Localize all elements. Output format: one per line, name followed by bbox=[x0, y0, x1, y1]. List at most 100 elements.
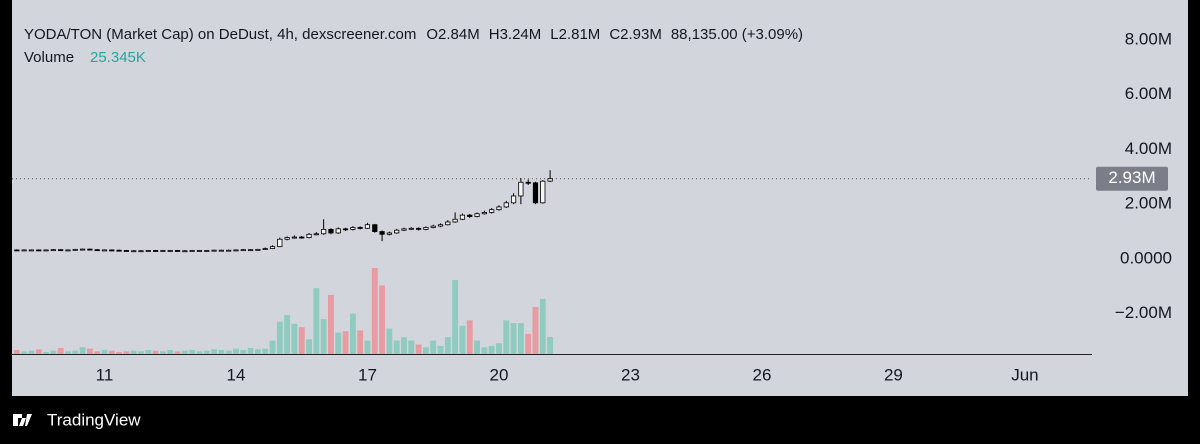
volume-bar bbox=[408, 340, 415, 354]
candle-body bbox=[14, 249, 20, 252]
volume-bar bbox=[437, 345, 444, 354]
volume-bar bbox=[503, 320, 510, 354]
candle-body bbox=[474, 213, 480, 217]
candle-body bbox=[379, 231, 385, 235]
x-tick-label: 17 bbox=[358, 365, 377, 384]
x-tick-label: 23 bbox=[621, 365, 640, 384]
volume-bar bbox=[65, 351, 71, 354]
candle-body bbox=[182, 250, 188, 253]
candle-body bbox=[153, 250, 159, 252]
chart-title: YODA/TON (Market Cap) on DeDust, 4h, dex… bbox=[24, 26, 416, 43]
volume-bar bbox=[452, 280, 459, 354]
volume-bar bbox=[328, 294, 334, 354]
volume-bar bbox=[123, 351, 130, 354]
volume-bar bbox=[357, 330, 364, 354]
candle-body bbox=[342, 228, 349, 231]
candle-body bbox=[496, 206, 502, 211]
candle-body bbox=[540, 180, 546, 204]
volume-bar bbox=[276, 321, 283, 354]
volume-bar bbox=[306, 339, 312, 354]
volume-bar bbox=[138, 351, 144, 354]
legend-item: 88,135.00 (+3.09%) bbox=[671, 26, 803, 43]
volume-bar bbox=[313, 288, 320, 354]
candle-body bbox=[109, 249, 115, 252]
candle-body bbox=[284, 237, 290, 240]
legend-item: L2.81M bbox=[550, 26, 600, 43]
y-tick-label: 6.00M bbox=[1125, 84, 1172, 103]
y-tick-label: −2.00M bbox=[1115, 303, 1172, 322]
volume-bar bbox=[211, 349, 217, 354]
volume-bar bbox=[459, 325, 466, 354]
last-price-label: 2.93M bbox=[1108, 168, 1155, 187]
volume-bar bbox=[218, 349, 225, 354]
candle-body bbox=[372, 224, 378, 232]
volume-bar bbox=[532, 306, 539, 354]
x-tick-label: 29 bbox=[884, 365, 903, 384]
footer-brand: TradingView bbox=[47, 410, 141, 429]
logo bbox=[13, 414, 32, 426]
volume-bar bbox=[393, 340, 400, 354]
candle-body bbox=[489, 209, 495, 213]
volume-bar bbox=[116, 351, 123, 354]
last-price-box bbox=[1096, 166, 1168, 191]
y-tick-label: 0.0000 bbox=[1120, 248, 1172, 267]
candle-body bbox=[430, 225, 436, 228]
candle-body bbox=[350, 227, 356, 230]
volume-bar bbox=[379, 285, 385, 354]
volume-bar bbox=[167, 349, 174, 354]
volume-bar bbox=[342, 331, 349, 354]
volume-bar bbox=[79, 347, 86, 354]
logo-mark bbox=[13, 414, 32, 426]
candle-body bbox=[101, 249, 108, 252]
candle-body bbox=[510, 195, 517, 204]
volume-bar bbox=[401, 337, 407, 354]
candle-body bbox=[394, 229, 400, 234]
candle-body bbox=[138, 250, 144, 253]
volume-bar bbox=[422, 347, 429, 354]
candle-body bbox=[269, 246, 276, 249]
x-tick-label: 20 bbox=[490, 365, 509, 384]
volume-bar bbox=[101, 349, 108, 354]
volume-bar bbox=[284, 315, 291, 354]
candle-body bbox=[36, 249, 42, 252]
volume-bar bbox=[298, 327, 305, 354]
candle-body bbox=[226, 249, 232, 252]
volume-bar bbox=[415, 344, 422, 354]
volume-bar bbox=[189, 349, 196, 354]
volume-bar bbox=[35, 349, 42, 354]
candle-body bbox=[525, 181, 531, 184]
volume-bar bbox=[466, 320, 473, 354]
volume-bar bbox=[547, 336, 554, 354]
candle-body bbox=[408, 227, 414, 230]
volume-bar bbox=[86, 348, 93, 354]
y-tick-label: 2.00M bbox=[1125, 194, 1172, 213]
candle-body bbox=[481, 212, 487, 215]
volume-bar bbox=[269, 340, 276, 354]
candle-body bbox=[196, 250, 203, 252]
candle-body bbox=[72, 248, 78, 251]
candle-body bbox=[262, 248, 268, 250]
candle-body bbox=[189, 250, 195, 252]
volume-bar bbox=[364, 340, 371, 354]
candle-body bbox=[452, 218, 458, 223]
volume-bar bbox=[43, 351, 49, 354]
candle-body bbox=[547, 178, 553, 182]
x-tick-label: 11 bbox=[96, 365, 114, 384]
x-tick-label: 26 bbox=[752, 365, 771, 384]
candle-body bbox=[211, 249, 217, 252]
candle-body bbox=[306, 233, 312, 238]
x-tick-label: 14 bbox=[227, 365, 246, 384]
candle-body bbox=[131, 250, 137, 253]
volume-bar bbox=[28, 350, 35, 354]
candle-body bbox=[459, 214, 466, 220]
volume-label: Volume bbox=[24, 49, 74, 66]
candle-body bbox=[43, 249, 49, 252]
candle-body bbox=[299, 236, 305, 239]
volume-bar bbox=[181, 350, 188, 354]
candle-body bbox=[233, 249, 239, 252]
volume-bar bbox=[152, 350, 159, 354]
volume-bar bbox=[50, 350, 57, 354]
candle-body bbox=[445, 221, 451, 226]
